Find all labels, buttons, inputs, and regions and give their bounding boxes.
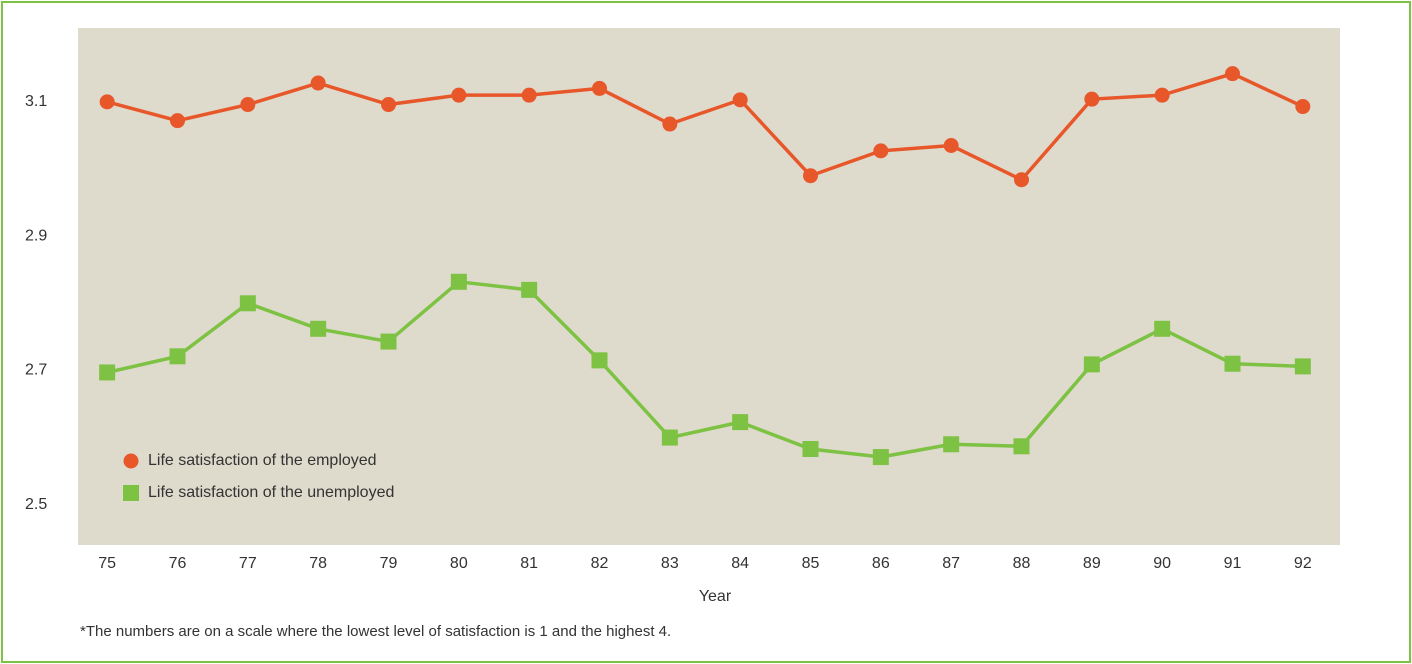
marker xyxy=(732,92,748,108)
marker xyxy=(240,97,256,113)
marker xyxy=(450,273,467,290)
marker xyxy=(451,87,467,103)
marker xyxy=(802,440,819,457)
marker xyxy=(169,348,186,365)
x-tick-label: 80 xyxy=(450,555,468,572)
legend-marker xyxy=(123,485,139,501)
marker xyxy=(1084,91,1100,107)
legend-marker xyxy=(123,453,139,469)
marker xyxy=(872,449,889,466)
y-tick-label: 2.9 xyxy=(25,227,47,244)
series-line xyxy=(106,279,1303,459)
legend-label: Life satisfaction of the unemployed xyxy=(148,484,394,501)
x-tick-label: 81 xyxy=(520,555,538,572)
marker xyxy=(873,143,889,159)
series-line xyxy=(106,71,1304,182)
x-tick-label: 85 xyxy=(802,555,820,572)
marker xyxy=(239,295,256,312)
x-tick-label: 75 xyxy=(98,555,116,572)
marker xyxy=(591,352,608,369)
x-tick-label: 77 xyxy=(239,555,257,572)
marker xyxy=(521,87,537,103)
marker xyxy=(99,364,116,381)
marker xyxy=(381,97,396,113)
legend-label: Life satisfaction of the employed xyxy=(148,452,377,469)
marker xyxy=(310,75,326,91)
x-tick-label: 89 xyxy=(1083,555,1101,572)
marker xyxy=(1294,358,1311,375)
x-tick-label: 83 xyxy=(661,555,679,572)
x-tick-label: 91 xyxy=(1224,555,1242,572)
marker xyxy=(1224,355,1241,372)
marker xyxy=(380,333,397,350)
plot-area xyxy=(78,28,1340,545)
x-tick-label: 87 xyxy=(942,555,960,572)
marker xyxy=(99,94,115,110)
marker xyxy=(310,320,327,337)
x-tick-label: 78 xyxy=(309,555,327,572)
marker xyxy=(1225,66,1240,82)
marker xyxy=(943,138,959,153)
marker xyxy=(732,414,749,431)
marker xyxy=(661,429,678,446)
x-tick-label: 92 xyxy=(1294,555,1312,572)
marker xyxy=(1083,356,1100,373)
x-tick-label: 88 xyxy=(1013,555,1031,572)
marker xyxy=(1154,320,1171,337)
marker xyxy=(1013,438,1030,455)
marker xyxy=(662,116,678,132)
x-tick-label: 86 xyxy=(872,555,890,572)
marker xyxy=(592,80,607,96)
marker xyxy=(1295,99,1311,115)
y-tick-label: 2.7 xyxy=(25,362,47,379)
y-tick-label: 3.1 xyxy=(25,93,47,110)
x-tick-label: 76 xyxy=(169,555,187,572)
x-axis-title: Year xyxy=(699,588,732,605)
marker xyxy=(803,168,818,184)
marker xyxy=(521,281,538,298)
x-tick-label: 84 xyxy=(731,555,749,572)
marker xyxy=(1154,87,1170,103)
x-tick-label: 90 xyxy=(1153,555,1171,572)
footnote: *The numbers are on a scale where the lo… xyxy=(80,623,671,640)
x-tick-label: 79 xyxy=(380,555,398,572)
marker xyxy=(170,113,185,129)
x-tick-label: 82 xyxy=(591,555,609,572)
y-tick-label: 2.5 xyxy=(25,496,47,513)
marker xyxy=(1014,172,1029,188)
marker xyxy=(943,436,960,453)
